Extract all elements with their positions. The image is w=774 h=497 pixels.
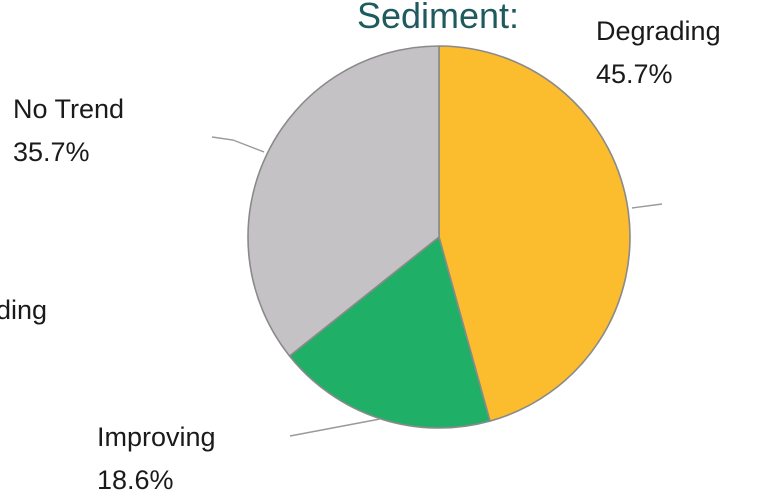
pie-slice-improving: [288, 236, 491, 429]
pie-slice-degrading: [438, 45, 631, 422]
leader-line-no-trend: [211, 136, 265, 153]
chart-title: Sediment:: [357, 0, 519, 36]
slice-value-improving: 18.6%: [97, 465, 174, 495]
clipped-left-label: ding: [0, 295, 47, 325]
slice-value-no-trend: 35.7%: [13, 137, 90, 167]
slice-label-degrading: Degrading: [596, 16, 721, 46]
leader-line-degrading: [631, 203, 663, 209]
leader-line-improving: [289, 418, 381, 437]
slice-value-degrading: 45.7%: [596, 59, 673, 89]
pie-slices: [247, 45, 631, 429]
slice-label-no-trend: No Trend: [13, 94, 124, 124]
pie-labels: Degrading 45.7% Improving 18.6% No Trend 35.7…: [13, 16, 721, 495]
pie-slice-no-trend: [247, 45, 440, 357]
slice-label-improving: Improving: [97, 422, 216, 452]
